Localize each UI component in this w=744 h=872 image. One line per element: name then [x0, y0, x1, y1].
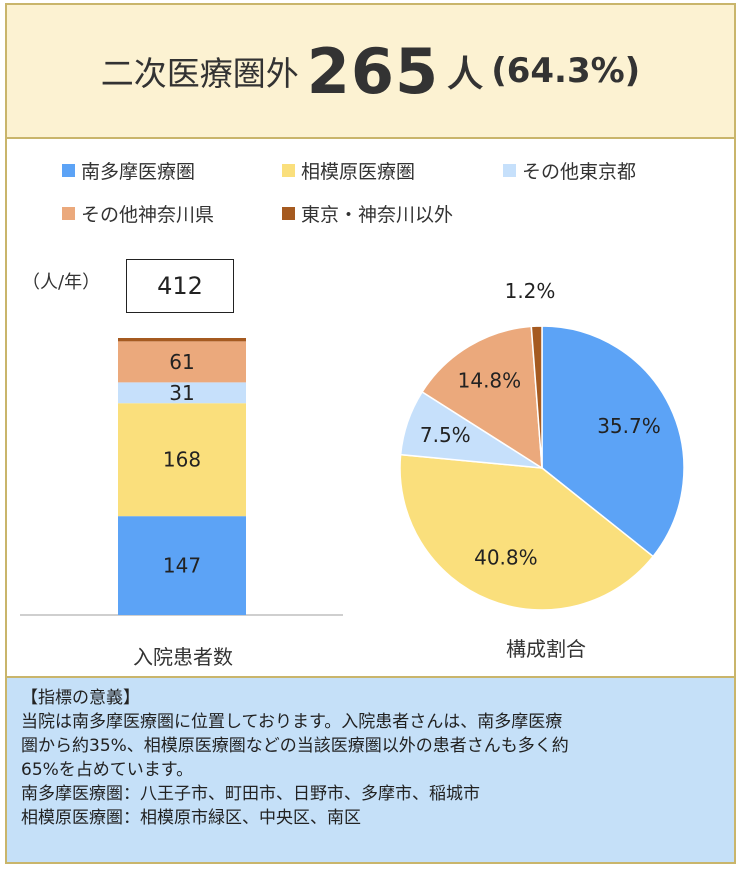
legend-swatch	[62, 164, 75, 177]
notes-line: 圏から約35%、相模原医療圏などの当該医療圏以外の患者さんも多く約	[21, 736, 569, 756]
legend-swatch	[503, 164, 516, 177]
pie-slice	[530, 325, 543, 469]
legend-item-other-kanagawa: その他神奈川県	[62, 200, 214, 227]
bar-segment	[118, 341, 246, 383]
pie-slice	[421, 325, 543, 470]
summary-count: 265	[306, 34, 440, 108]
bar-total-value: 412	[157, 272, 203, 300]
y-unit-label: （人/年）	[22, 272, 101, 293]
pie-data-label: 35.7%	[597, 414, 661, 438]
stacked-bar-chart: 147 168 31 61	[20, 338, 343, 616]
pie-x-label: 構成割合	[506, 637, 586, 661]
notes-line: 当院は南多摩医療圏に位置しております。入院患者さんは、南多摩医療	[21, 712, 563, 732]
bar-data-label: 61	[169, 350, 194, 374]
notes-panel: 【指標の意義】 当院は南多摩医療圏に位置しております。入院患者さんは、南多摩医療…	[7, 676, 734, 862]
pie-slice	[541, 325, 685, 558]
pie-chart: 35.7% 40.8% 7.5% 14.8% 1.2%	[399, 279, 685, 611]
legend-label: その他神奈川県	[81, 204, 215, 226]
bar-segment	[118, 382, 246, 404]
notes-title: 【指標の意義】	[21, 688, 140, 708]
infographic-frame	[5, 3, 736, 864]
legend-label: 南多摩医療圏	[81, 161, 196, 183]
bar-data-label: 31	[169, 381, 194, 405]
legend-swatch	[282, 164, 295, 177]
legend-item-outside: 東京・神奈川以外	[282, 200, 453, 227]
pie-slice	[399, 453, 655, 611]
summary-percent: (64.3%)	[491, 51, 641, 91]
notes-line: 相模原医療圏：相模原市緑区、中央区、南区	[21, 808, 361, 828]
bar-x-label: 入院患者数	[133, 645, 233, 669]
notes-line: 65%を占めています。	[21, 760, 194, 780]
bar-segment	[118, 516, 246, 615]
legend-label: 相模原医療圏	[301, 161, 416, 183]
summary-headline: 二次医療圏外 265 人 (64.3%)	[7, 5, 734, 137]
summary-unit: 人	[447, 54, 484, 95]
legend-item-minamitama: 南多摩医療圏	[62, 157, 195, 184]
notes-line: 南多摩医療圏：八王子市、町田市、日野市、多摩市、稲城市	[21, 784, 480, 804]
pie-data-label: 7.5%	[420, 423, 471, 447]
summary-header: 二次医療圏外 265 人 (64.3%)	[7, 5, 734, 139]
summary-label: 二次医療圏外	[100, 54, 299, 93]
bar-data-label: 168	[163, 448, 201, 472]
bar-segment	[118, 338, 246, 342]
legend-item-other-tokyo: その他東京都	[503, 157, 636, 184]
pie-data-label: 40.8%	[474, 546, 538, 570]
bar-data-label: 147	[163, 554, 201, 578]
pie-data-label: 14.8%	[458, 368, 522, 392]
legend-label: その他東京都	[522, 161, 637, 183]
legend-swatch	[62, 207, 75, 220]
legend-swatch	[282, 207, 295, 220]
legend-label: 東京・神奈川以外	[301, 204, 454, 226]
pie-data-label: 1.2%	[505, 279, 556, 303]
bar-total-box: 412	[126, 259, 234, 313]
legend-item-sagamihara: 相模原医療圏	[282, 157, 415, 184]
bar-segment	[118, 403, 246, 517]
